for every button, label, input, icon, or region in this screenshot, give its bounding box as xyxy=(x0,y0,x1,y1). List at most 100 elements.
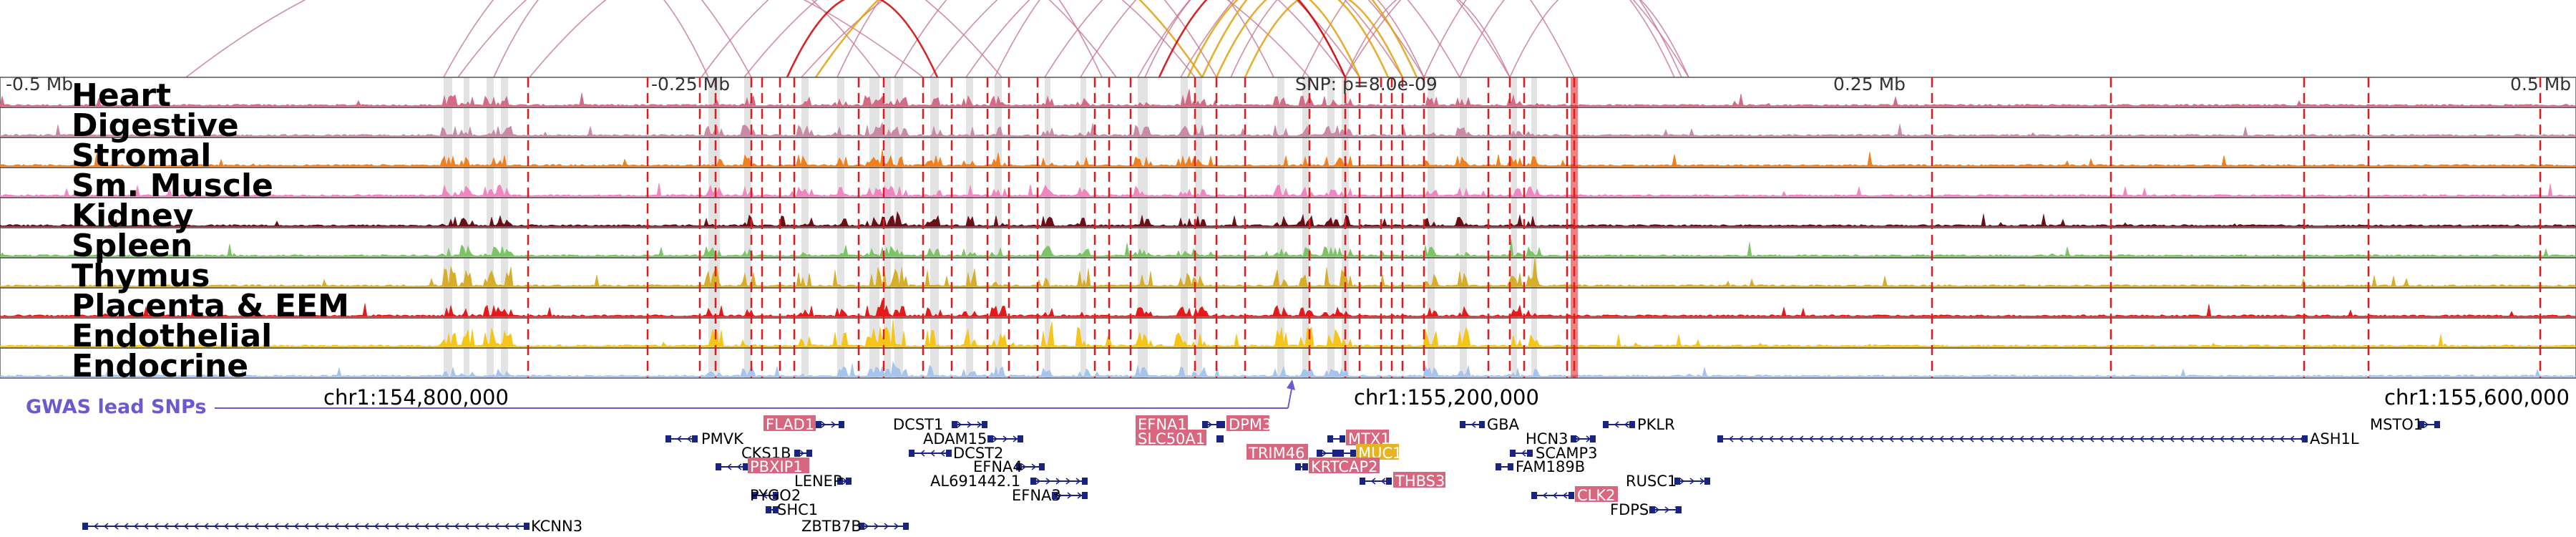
strand-arrow xyxy=(1848,435,1854,442)
strand-arrow xyxy=(364,523,369,530)
gene-label: LENEP xyxy=(794,473,842,490)
strand-arrow xyxy=(1938,435,1944,442)
strand-arrow xyxy=(173,523,179,530)
track-signal xyxy=(0,239,2576,257)
strand-arrow xyxy=(2199,435,2205,442)
snp-band xyxy=(1571,77,1574,378)
exon xyxy=(716,463,721,470)
gene-label: SCAMP3 xyxy=(1536,445,1598,462)
strand-arrow xyxy=(1679,478,1685,485)
loop-arc xyxy=(1044,0,1403,78)
strand-arrow xyxy=(2289,435,2295,442)
exon xyxy=(692,435,698,442)
gene-zbtb7b: ZBTB7B xyxy=(801,518,909,535)
coordinate-label-2: chr1:155,200,000 xyxy=(1354,385,1539,410)
track-label-stromal: Stromal xyxy=(72,137,211,174)
scale-mid-right-label: 0.25 Mb xyxy=(1833,74,1906,95)
loop-arc xyxy=(1423,0,1682,78)
strand-arrow xyxy=(864,523,869,530)
strand-arrow xyxy=(1067,492,1073,499)
strand-arrow xyxy=(1758,435,1764,442)
strand-arrow xyxy=(1818,435,1824,442)
strand-arrow xyxy=(2059,435,2064,442)
strand-arrow xyxy=(1055,478,1061,485)
gene-al691442-1: AL691442.1 xyxy=(930,473,1088,490)
track-label-thymus: Thymus xyxy=(72,258,210,294)
gene-label: TRIM46 xyxy=(1248,445,1304,462)
strand-arrow xyxy=(213,523,219,530)
track-endothelial xyxy=(0,317,2576,349)
loop-arc xyxy=(457,0,881,78)
gene-label: FLAD1 xyxy=(766,416,814,433)
loop-arc xyxy=(1345,0,1689,78)
strand-arrow xyxy=(1828,435,1834,442)
exon xyxy=(1508,463,1513,470)
strand-arrow xyxy=(2259,435,2265,442)
loop-arc xyxy=(1230,0,1425,78)
track-frame xyxy=(0,107,2576,138)
strand-arrow xyxy=(726,463,732,470)
exon xyxy=(846,478,852,485)
track-frame xyxy=(0,197,2576,228)
atac-tracks xyxy=(0,77,2576,379)
strand-arrow xyxy=(1738,435,1744,442)
gene-highlight-box xyxy=(1246,444,1308,460)
exon xyxy=(1202,421,1208,428)
strand-arrow xyxy=(123,523,129,530)
strand-arrow xyxy=(2279,435,2285,442)
strand-arrow xyxy=(2109,435,2114,442)
loop-arc xyxy=(965,0,1360,78)
track-frame xyxy=(0,257,2576,289)
strand-arrow xyxy=(676,435,682,442)
gene-label: EFNA4 xyxy=(973,458,1023,475)
gene-label: HCN3 xyxy=(1526,430,1568,448)
exon xyxy=(1082,492,1088,499)
exon xyxy=(1039,463,1045,470)
strand-arrow xyxy=(1542,492,1548,499)
gene-pmvk: PMVK xyxy=(665,430,744,448)
gene-gba: GBA xyxy=(1460,416,1520,433)
track-frame xyxy=(0,317,2576,349)
loop-arc xyxy=(1215,0,1390,78)
exon xyxy=(766,506,771,513)
loop-arc xyxy=(1345,0,1511,78)
strand-arrow xyxy=(2039,435,2044,442)
strand-arrow xyxy=(233,523,239,530)
strand-arrow xyxy=(930,450,935,457)
exon xyxy=(952,421,957,428)
track-endocrine xyxy=(0,347,2576,379)
gene-label: MSTO1 xyxy=(2370,416,2423,433)
exon xyxy=(1317,450,1322,457)
exon xyxy=(909,450,914,457)
strand-arrow xyxy=(1002,435,1008,442)
gene-highlight-box xyxy=(1309,458,1380,473)
track-heart xyxy=(0,77,2576,108)
strand-arrow xyxy=(992,435,998,442)
strand-arrow xyxy=(957,421,962,428)
gene-label: SHC1 xyxy=(777,501,818,518)
strand-arrow xyxy=(273,523,279,530)
snp-marker-lines xyxy=(527,77,2542,378)
strand-arrow xyxy=(133,523,139,530)
track-label-sm-muscle: Sm. Muscle xyxy=(72,168,273,204)
strand-arrow xyxy=(1968,435,1974,442)
loop-arc xyxy=(1201,0,1418,78)
gene-adam15: ADAM15 xyxy=(923,430,1023,448)
gene-label: ASH1L xyxy=(2310,430,2359,448)
gene-shc1: SHC1 xyxy=(766,501,818,518)
strand-arrow xyxy=(484,523,489,530)
strand-arrow xyxy=(464,523,469,530)
exon xyxy=(1030,478,1036,485)
gene-fam189b: FAM189B xyxy=(1496,458,1585,475)
track-label-digestive: Digestive xyxy=(72,107,239,144)
strand-arrow xyxy=(2424,421,2429,428)
gene-ash1l: ASH1L xyxy=(1717,430,2359,448)
loop-arc xyxy=(930,0,1346,78)
exon xyxy=(2302,435,2308,442)
strand-arrow xyxy=(831,421,836,428)
strand-arrow xyxy=(243,523,249,530)
exon xyxy=(1295,463,1301,470)
track-labels: Heart Digestive Stromal Sm. Muscle Kidne… xyxy=(72,77,349,384)
track-signal xyxy=(0,361,2576,377)
strand-arrow xyxy=(2069,435,2074,442)
